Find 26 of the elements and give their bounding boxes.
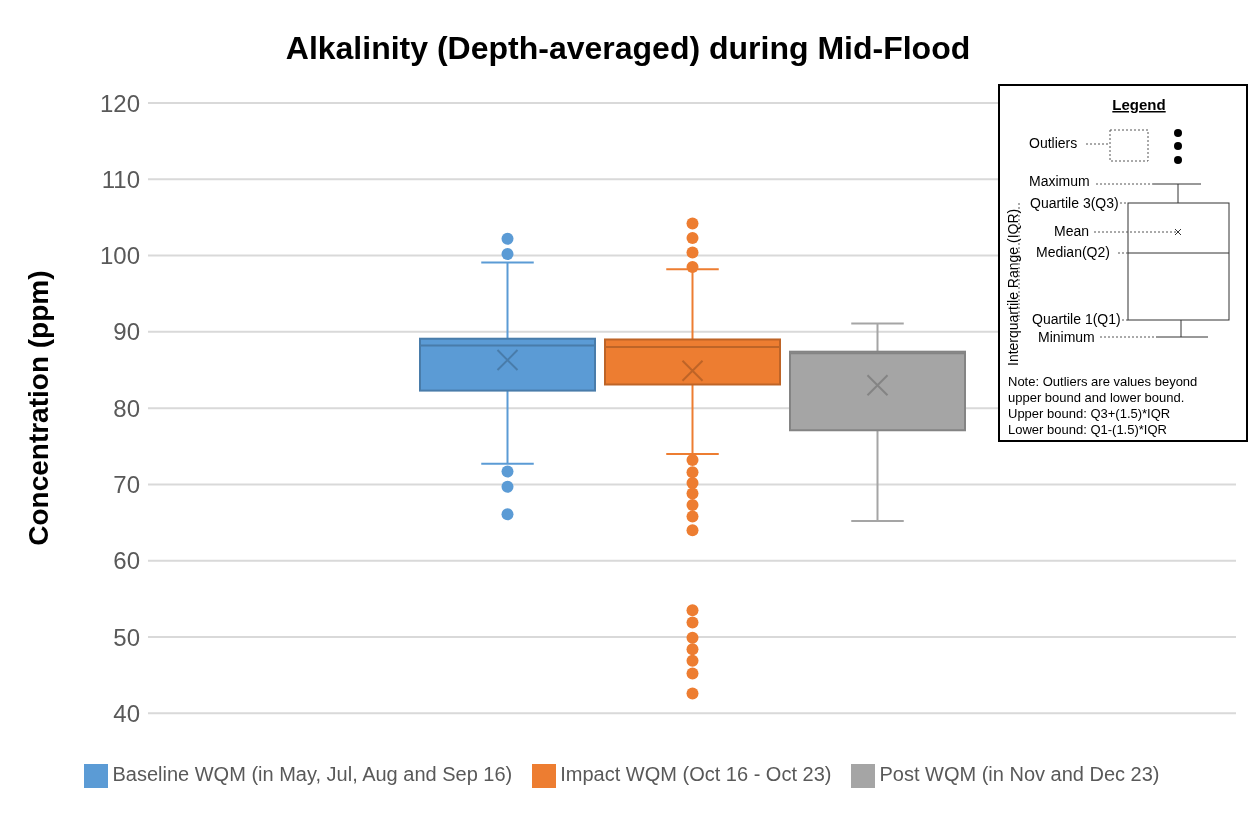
annotation: Interquartile Range (IQR) — [1005, 208, 1021, 366]
annotation: Minimum — [1038, 329, 1095, 345]
y-tick-label: 100 — [99, 242, 140, 270]
annotation: Outliers — [1029, 135, 1078, 151]
y-tick-label: 80 — [113, 394, 140, 422]
legend-label: Post WQM (in Nov and Dec 23) — [879, 763, 1160, 786]
annotation: Quartile 1(Q1) — [1032, 311, 1121, 327]
y-tick-label: 40 — [113, 699, 140, 727]
chart-title: Alkalinity (Depth-averaged) during Mid-Flood — [284, 30, 972, 67]
y-tick-label: 110 — [101, 165, 140, 193]
y-axis-title: Concentration (ppm) — [22, 270, 54, 546]
legend-label: Baseline WQM (in May, Jul, Aug and Sep 16) — [112, 763, 513, 786]
annotation: Note: Outliers are values beyond upper bound and lower bound. — [1008, 374, 1198, 405]
annotation: Upper bound: Q3+(1.5)*IQR — [1008, 406, 1171, 421]
annotation: Legend — [1112, 96, 1166, 113]
y-tick-label: 70 — [113, 470, 140, 498]
legend-label: Impact WQM (Oct 16 - Oct 23) — [560, 763, 832, 786]
annotation: Maximum — [1029, 173, 1090, 189]
y-tick-label: 60 — [113, 547, 140, 575]
y-tick-label: 120 — [99, 89, 140, 117]
y-tick-label: 50 — [113, 623, 140, 651]
annotation: Median(Q2) — [1036, 244, 1110, 260]
y-tick-label: 90 — [113, 318, 140, 346]
annotation: Lower bound: Q1-(1.5)*IQR — [1008, 422, 1167, 437]
annotation: Mean — [1054, 223, 1090, 239]
annotation: Quartile 3(Q3) — [1030, 195, 1119, 211]
